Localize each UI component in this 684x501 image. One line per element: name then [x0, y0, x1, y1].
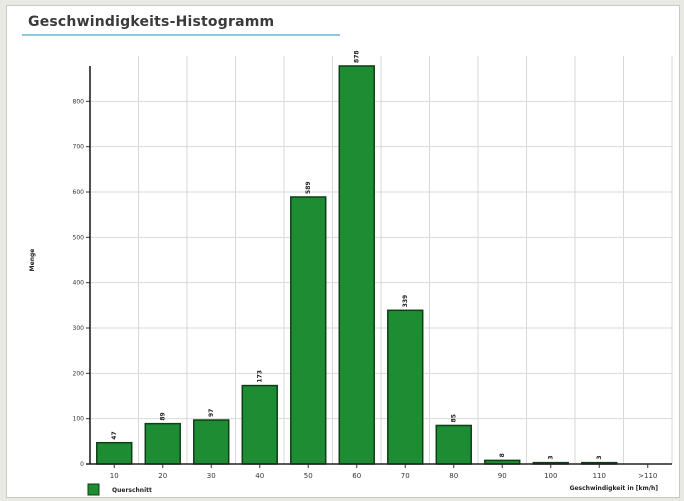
labels: 0 100 200 300 400 500 600 700 800 47 10 89 20 97 30 173…: [73, 50, 658, 480]
x-tick-label: 10: [110, 472, 119, 480]
bar-value-label: 3: [596, 455, 603, 459]
x-tick-label: 60: [352, 472, 361, 480]
y-tick-label: 500: [73, 234, 85, 241]
bar-value-label: 589: [305, 181, 312, 194]
x-tick-label: 70: [401, 472, 410, 480]
bar-30: [193, 419, 230, 465]
bars: [96, 65, 618, 465]
bar-value-label: 8: [499, 453, 506, 457]
x-tick-label: 40: [255, 472, 264, 480]
y-axis-title: Menge: [29, 249, 36, 272]
grid-lines: [90, 56, 673, 464]
bar-60: [338, 65, 375, 465]
bar-10: [96, 441, 133, 465]
title-underline: [22, 34, 340, 36]
bar-value-label: 89: [160, 412, 167, 420]
y-tick-label: 200: [73, 370, 85, 377]
y-tick-label: 300: [73, 325, 85, 332]
bar-40: [241, 384, 278, 465]
bar-50: [290, 196, 327, 465]
x-tick-label: 50: [304, 472, 313, 480]
bar-value-label: 85: [451, 414, 458, 422]
bar-70: [387, 309, 424, 465]
legend-label: Querschnitt: [112, 487, 152, 494]
bar-20: [144, 422, 181, 465]
y-tick-label: 800: [73, 98, 85, 105]
bar-value-label: 97: [208, 409, 215, 417]
x-tick-label: 90: [498, 472, 507, 480]
y-tick-label: 600: [73, 189, 85, 196]
x-axis-title: Geschwindigkeit in [km/h]: [570, 485, 659, 492]
x-tick-label: >110: [638, 472, 657, 480]
bar-value-label: 173: [257, 370, 264, 383]
x-tick-label: 100: [544, 472, 557, 480]
axes: [86, 66, 672, 468]
y-tick-label: 700: [73, 144, 85, 151]
x-tick-label: 110: [593, 472, 606, 480]
y-tick-label: 0: [80, 461, 84, 468]
chart-title: Geschwindigkeits-Histogramm: [28, 14, 275, 30]
bar-value-label: 878: [354, 50, 361, 63]
bar-value-label: 3: [548, 455, 555, 459]
x-tick-label: 30: [207, 472, 216, 480]
x-tick-label: 20: [158, 472, 167, 480]
bar-80: [435, 424, 472, 465]
y-tick-label: 100: [73, 416, 85, 423]
bar-value-label: 47: [111, 431, 118, 439]
bar-value-label: 339: [402, 295, 409, 308]
x-tick-label: 80: [449, 472, 458, 480]
y-tick-label: 400: [73, 280, 85, 287]
legend-swatch: [87, 483, 100, 496]
